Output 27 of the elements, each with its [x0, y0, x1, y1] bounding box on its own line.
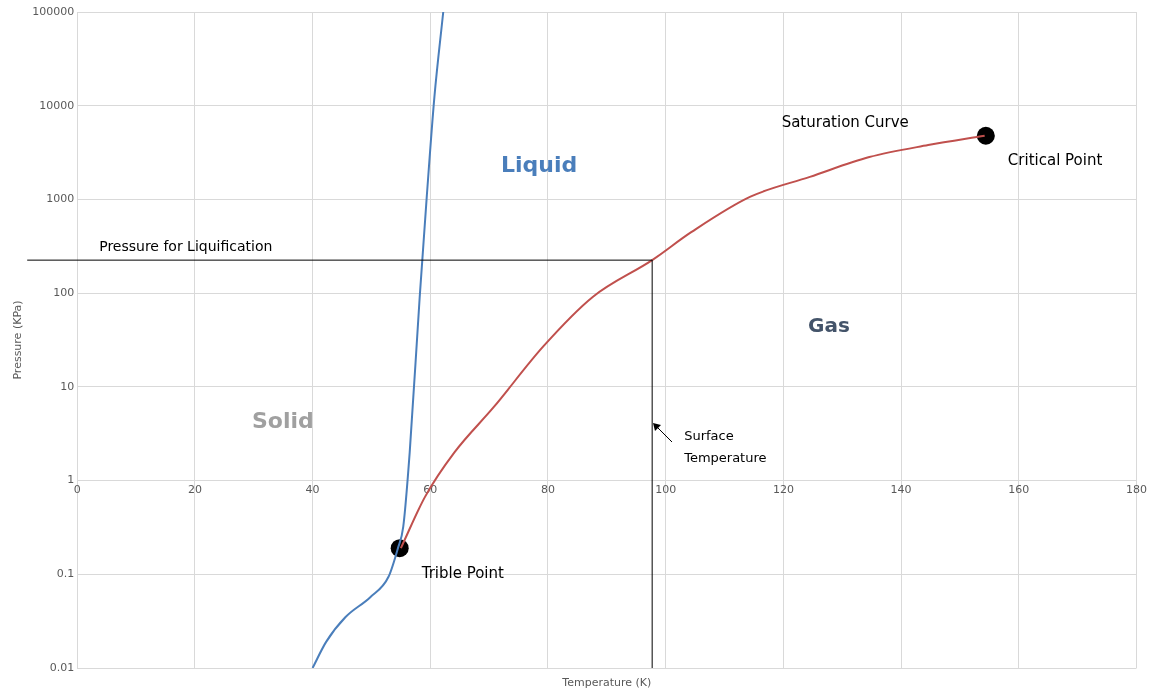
- annotation: Surface Temperature: [683, 427, 767, 465]
- x-tick-label: 160: [1008, 483, 1030, 497]
- x-tick-label: 40: [305, 483, 320, 497]
- annotation: Gas: [808, 313, 850, 338]
- y-tick-label: 1: [67, 473, 75, 487]
- annotation: Solid: [251, 407, 314, 433]
- y-tick-label: 100000: [32, 4, 75, 18]
- x-tick-label: 0: [73, 483, 81, 497]
- x-tick-label: 80: [541, 483, 555, 497]
- y-tick-label: 0.1: [56, 567, 75, 581]
- x-axis-title: Temperature (K): [562, 675, 652, 689]
- y-tick-label: 0.01: [49, 660, 75, 674]
- x-tick-label: 140: [890, 483, 912, 497]
- annotation: Saturation Curve: [781, 113, 909, 132]
- x-tick-label: 100: [655, 483, 677, 497]
- x-tick-label: 20: [187, 483, 202, 497]
- y-tick-label: 10: [60, 379, 75, 393]
- x-tick-label: 180: [1126, 483, 1147, 497]
- ref-line-label: Pressure for Liquification: [99, 237, 273, 254]
- x-tick-label: 120: [772, 483, 794, 497]
- annotation: Trible Point: [420, 563, 505, 582]
- annotation: Critical Point: [1007, 151, 1103, 170]
- y-tick-label: 100: [53, 286, 75, 299]
- y-axis-title: Pressure (KPa): [11, 300, 25, 380]
- y-tick-label: 1000: [46, 192, 75, 206]
- annotation: Liquid: [500, 151, 578, 177]
- y-tick-label: 10000: [39, 98, 75, 112]
